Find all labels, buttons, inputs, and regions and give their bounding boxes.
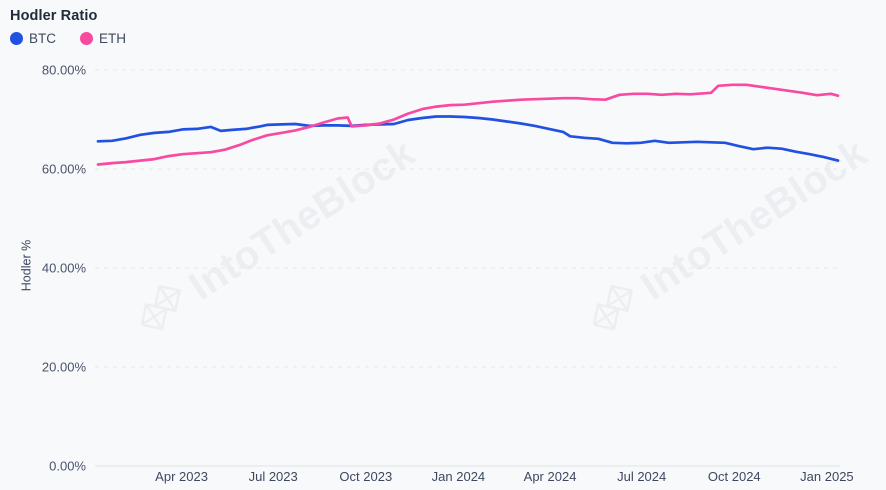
btc-series-dot-icon: [10, 32, 23, 45]
legend-item-btc[interactable]: BTC: [10, 31, 56, 46]
eth-line-series: [96, 83, 840, 166]
chart-legend: BTC ETH: [10, 31, 126, 46]
y-tick-label: 20.00%: [42, 360, 87, 375]
y-tick-label: 0.00%: [49, 459, 86, 474]
y-tick-label: 40.00%: [42, 261, 87, 276]
legend-item-eth[interactable]: ETH: [80, 31, 126, 46]
x-tick-label: Oct 2024: [708, 469, 761, 484]
x-tick-label: Jan 2024: [432, 469, 486, 484]
btc-line-series: [96, 115, 840, 162]
legend-label-eth: ETH: [99, 31, 126, 46]
legend-label-btc: BTC: [29, 31, 56, 46]
x-tick-label: Apr 2024: [524, 469, 577, 484]
y-tick-label: 60.00%: [42, 162, 87, 177]
x-tick-label: Jan 2025: [800, 469, 854, 484]
y-tick-label: 80.00%: [42, 63, 87, 78]
x-tick-label: Apr 2023: [155, 469, 208, 484]
x-tick-label: Oct 2023: [339, 469, 392, 484]
page-title: Hodler Ratio: [10, 8, 98, 24]
x-tick-label: Jul 2023: [249, 469, 298, 484]
x-tick-label: Jul 2024: [617, 469, 666, 484]
eth-series-dot-icon: [80, 32, 93, 45]
